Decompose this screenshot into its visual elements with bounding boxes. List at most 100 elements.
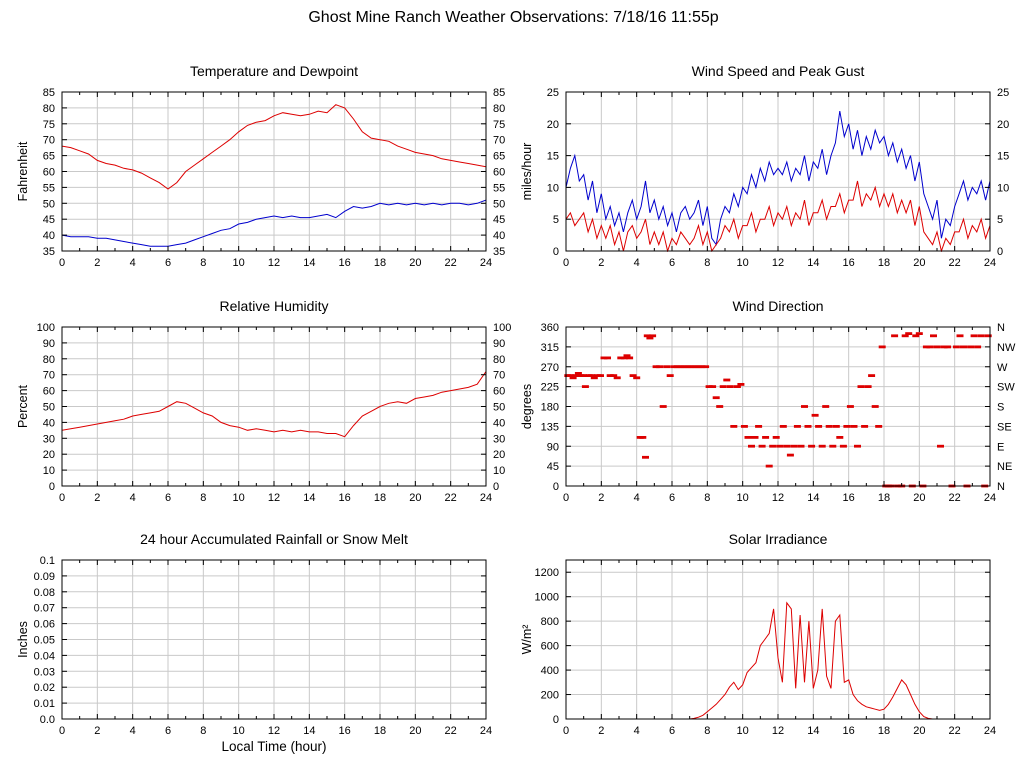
svg-text:10: 10 <box>43 465 55 477</box>
svg-text:0: 0 <box>59 257 65 269</box>
svg-text:20: 20 <box>409 725 421 737</box>
svg-text:Percent: Percent <box>16 384 30 428</box>
svg-text:55: 55 <box>493 182 505 194</box>
svg-text:200: 200 <box>541 690 559 702</box>
svg-text:4: 4 <box>634 257 640 269</box>
svg-text:Temperature and Dewpoint: Temperature and Dewpoint <box>190 63 358 79</box>
svg-text:2: 2 <box>598 492 604 504</box>
svg-text:40: 40 <box>43 417 55 429</box>
svg-text:16: 16 <box>339 257 351 269</box>
svg-text:20: 20 <box>913 725 925 737</box>
svg-text:800: 800 <box>541 616 559 628</box>
svg-text:60: 60 <box>493 386 505 398</box>
svg-text:18: 18 <box>374 492 386 504</box>
svg-text:22: 22 <box>445 257 457 269</box>
svg-text:24 hour Accumulated Rainfall o: 24 hour Accumulated Rainfall or Snow Mel… <box>140 531 408 547</box>
svg-text:8: 8 <box>200 725 206 737</box>
svg-text:2: 2 <box>598 257 604 269</box>
svg-text:0: 0 <box>59 725 65 737</box>
rainfall-chart: 0 2 4 6 8 10 12 14 16 18 20 22 240.00.010.020.030.04… <box>16 531 492 754</box>
svg-text:5: 5 <box>997 214 1003 226</box>
svg-text:24: 24 <box>984 257 996 269</box>
svg-text:degrees: degrees <box>520 384 534 429</box>
svg-text:2: 2 <box>598 725 604 737</box>
svg-text:40: 40 <box>43 230 55 242</box>
svg-text:6: 6 <box>669 257 675 269</box>
svg-text:45: 45 <box>547 461 559 473</box>
svg-text:Wind Direction: Wind Direction <box>732 298 823 314</box>
svg-text:4: 4 <box>130 725 136 737</box>
svg-text:20: 20 <box>409 257 421 269</box>
svg-text:1000: 1000 <box>535 592 559 604</box>
svg-text:90: 90 <box>547 441 559 453</box>
svg-text:10: 10 <box>233 257 245 269</box>
svg-text:24: 24 <box>480 725 492 737</box>
svg-text:90: 90 <box>43 338 55 350</box>
svg-text:8: 8 <box>704 257 710 269</box>
svg-text:0: 0 <box>59 492 65 504</box>
svg-text:8: 8 <box>704 492 710 504</box>
svg-text:35: 35 <box>43 246 55 258</box>
svg-text:Solar Irradiance: Solar Irradiance <box>729 531 828 547</box>
svg-text:40: 40 <box>493 230 505 242</box>
svg-text:12: 12 <box>772 257 784 269</box>
svg-text:25: 25 <box>997 87 1009 99</box>
svg-text:24: 24 <box>480 257 492 269</box>
svg-text:E: E <box>997 441 1004 453</box>
svg-text:S: S <box>997 402 1004 414</box>
svg-text:10: 10 <box>737 257 749 269</box>
svg-text:0.01: 0.01 <box>34 698 55 710</box>
svg-text:16: 16 <box>843 492 855 504</box>
svg-text:4: 4 <box>130 257 136 269</box>
svg-text:16: 16 <box>339 725 351 737</box>
svg-text:10: 10 <box>233 492 245 504</box>
svg-text:60: 60 <box>493 167 505 179</box>
svg-text:miles/hour: miles/hour <box>520 143 534 201</box>
main-title: Ghost Mine Ranch Weather Observations: 7… <box>308 9 719 26</box>
svg-text:22: 22 <box>949 725 961 737</box>
svg-text:65: 65 <box>43 151 55 163</box>
svg-text:10: 10 <box>547 182 559 194</box>
svg-text:50: 50 <box>43 198 55 210</box>
svg-text:22: 22 <box>445 492 457 504</box>
svg-text:12: 12 <box>268 492 280 504</box>
svg-text:W/m²: W/m² <box>520 625 534 655</box>
svg-text:75: 75 <box>493 119 505 131</box>
svg-text:0: 0 <box>563 492 569 504</box>
svg-text:NE: NE <box>997 461 1012 473</box>
svg-text:0: 0 <box>563 725 569 737</box>
svg-text:12: 12 <box>268 257 280 269</box>
svg-text:0: 0 <box>49 481 55 493</box>
svg-text:0.0: 0.0 <box>40 714 55 726</box>
svg-text:35: 35 <box>493 246 505 258</box>
svg-text:270: 270 <box>541 362 559 374</box>
svg-text:400: 400 <box>541 665 559 677</box>
svg-text:225: 225 <box>541 382 559 394</box>
svg-text:80: 80 <box>493 103 505 115</box>
svg-text:24: 24 <box>480 492 492 504</box>
svg-text:12: 12 <box>772 725 784 737</box>
svg-text:2: 2 <box>94 725 100 737</box>
svg-text:20: 20 <box>409 492 421 504</box>
svg-text:6: 6 <box>165 725 171 737</box>
svg-text:0: 0 <box>493 481 499 493</box>
svg-text:20: 20 <box>913 257 925 269</box>
svg-text:8: 8 <box>704 725 710 737</box>
svg-text:70: 70 <box>493 370 505 382</box>
svg-text:18: 18 <box>374 725 386 737</box>
svg-text:0.02: 0.02 <box>34 682 55 694</box>
svg-text:22: 22 <box>949 257 961 269</box>
svg-text:14: 14 <box>807 725 819 737</box>
svg-text:20: 20 <box>43 449 55 461</box>
svg-text:0.07: 0.07 <box>34 603 55 615</box>
svg-text:135: 135 <box>541 421 559 433</box>
svg-text:12: 12 <box>268 725 280 737</box>
svg-text:0.04: 0.04 <box>34 650 55 662</box>
svg-text:85: 85 <box>43 87 55 99</box>
svg-text:65: 65 <box>493 151 505 163</box>
svg-text:20: 20 <box>997 119 1009 131</box>
svg-text:60: 60 <box>43 386 55 398</box>
svg-text:16: 16 <box>843 725 855 737</box>
